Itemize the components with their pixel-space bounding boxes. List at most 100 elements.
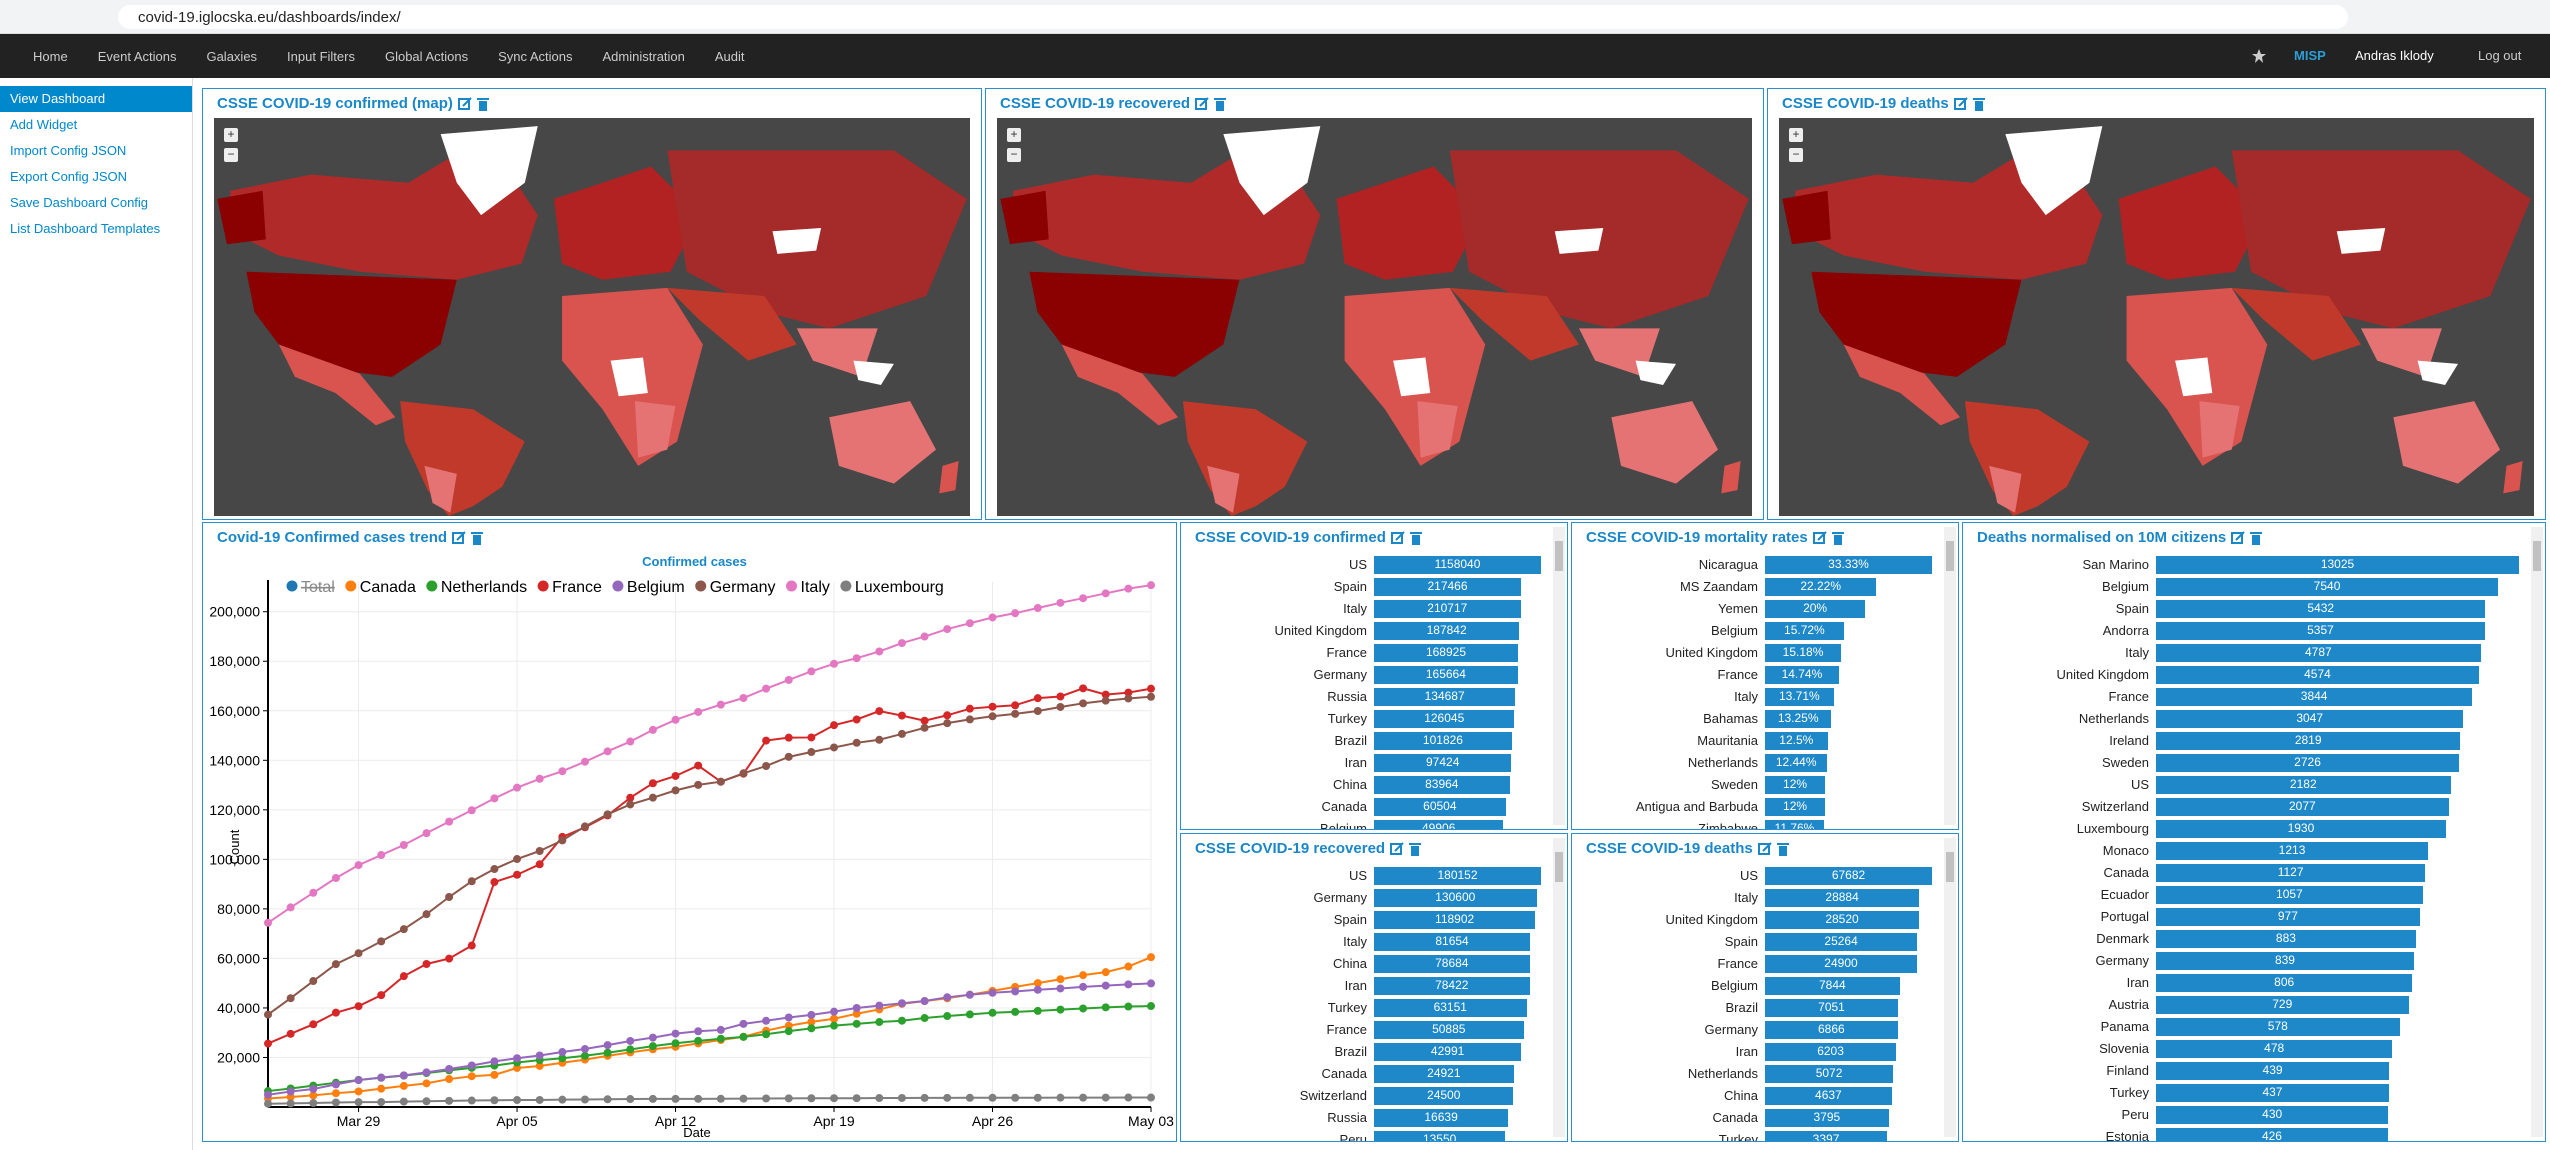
data-point[interactable] xyxy=(988,1008,997,1017)
bar[interactable] xyxy=(2156,732,2461,750)
legend-label[interactable]: Luxembourg xyxy=(855,579,944,596)
data-point[interactable] xyxy=(264,1039,272,1048)
data-point[interactable] xyxy=(648,725,657,734)
data-point[interactable] xyxy=(331,1008,340,1017)
data-point[interactable] xyxy=(1011,609,1020,618)
data-point[interactable] xyxy=(1147,979,1155,988)
data-point[interactable] xyxy=(1147,684,1155,693)
bar[interactable] xyxy=(1374,889,1537,907)
bar[interactable] xyxy=(1374,867,1541,885)
zoom-out[interactable]: − xyxy=(1007,148,1021,162)
data-point[interactable] xyxy=(1101,968,1110,977)
data-point[interactable] xyxy=(648,1094,657,1103)
legend-label[interactable]: Germany xyxy=(710,579,776,596)
bar[interactable] xyxy=(2156,798,2449,816)
data-point[interactable] xyxy=(716,1025,725,1034)
data-point[interactable] xyxy=(1124,1002,1133,1011)
data-point[interactable] xyxy=(920,632,929,641)
data-point[interactable] xyxy=(920,997,929,1006)
data-point[interactable] xyxy=(671,1094,680,1103)
bar[interactable] xyxy=(1374,1087,1514,1105)
bar[interactable] xyxy=(1765,977,1900,995)
data-point[interactable] xyxy=(445,954,454,963)
data-point[interactable] xyxy=(286,1087,295,1096)
data-point[interactable] xyxy=(648,1033,657,1042)
data-point[interactable] xyxy=(309,977,318,986)
data-point[interactable] xyxy=(331,1080,340,1089)
nav-item[interactable]: Global Actions xyxy=(384,48,469,64)
data-point[interactable] xyxy=(784,733,793,742)
data-point[interactable] xyxy=(830,743,839,752)
edit-icon[interactable] xyxy=(1195,96,1209,111)
data-point[interactable] xyxy=(1056,984,1065,993)
data-point[interactable] xyxy=(852,1094,861,1103)
data-point[interactable] xyxy=(1124,980,1133,989)
data-point[interactable] xyxy=(490,1057,499,1066)
data-point[interactable] xyxy=(852,738,861,747)
data-point[interactable] xyxy=(830,1021,839,1030)
data-point[interactable] xyxy=(943,993,952,1002)
data-point[interactable] xyxy=(807,733,816,742)
data-point[interactable] xyxy=(875,707,884,716)
bar[interactable] xyxy=(1765,1087,1892,1105)
data-point[interactable] xyxy=(354,861,363,870)
data-point[interactable] xyxy=(648,793,657,802)
data-point[interactable] xyxy=(309,1020,318,1029)
nav-item[interactable]: Administration xyxy=(602,48,685,64)
data-point[interactable] xyxy=(648,1042,657,1051)
data-point[interactable] xyxy=(1079,1093,1088,1102)
data-point[interactable] xyxy=(286,1029,295,1038)
data-point[interactable] xyxy=(875,1001,884,1010)
data-point[interactable] xyxy=(354,1002,363,1011)
data-point[interactable] xyxy=(490,1096,499,1105)
data-point[interactable] xyxy=(1124,1093,1133,1102)
bar[interactable] xyxy=(1374,999,1527,1017)
data-point[interactable] xyxy=(513,1096,522,1105)
data-point[interactable] xyxy=(762,1094,771,1103)
data-point[interactable] xyxy=(875,1094,884,1103)
data-point[interactable] xyxy=(264,1099,272,1108)
data-point[interactable] xyxy=(762,736,771,745)
nav-item[interactable]: Galaxies xyxy=(206,48,258,64)
scroll-thumb[interactable] xyxy=(1555,852,1563,882)
legend-label[interactable]: France xyxy=(552,579,602,596)
data-point[interactable] xyxy=(422,910,431,919)
bar[interactable] xyxy=(1765,688,1834,706)
data-point[interactable] xyxy=(558,1054,567,1063)
legend-marker[interactable] xyxy=(840,580,852,592)
data-point[interactable] xyxy=(1033,985,1042,994)
user[interactable]: Andras Iklody xyxy=(2355,48,2434,63)
data-point[interactable] xyxy=(603,1095,612,1104)
bar[interactable] xyxy=(1374,578,1521,596)
data-point[interactable] xyxy=(1124,584,1133,593)
bar[interactable] xyxy=(2156,1018,2400,1036)
data-point[interactable] xyxy=(445,893,454,902)
data-point[interactable] xyxy=(1147,692,1155,701)
scrollbar[interactable] xyxy=(1944,838,1956,1137)
data-point[interactable] xyxy=(852,1003,861,1012)
data-point[interactable] xyxy=(490,794,499,803)
data-point[interactable] xyxy=(943,719,952,728)
data-point[interactable] xyxy=(1056,702,1065,711)
bar[interactable] xyxy=(2156,864,2426,882)
bar[interactable] xyxy=(1765,776,1826,794)
data-point[interactable] xyxy=(309,1099,318,1108)
legend-marker[interactable] xyxy=(695,580,707,592)
data-point[interactable] xyxy=(988,988,997,997)
zoom-in[interactable]: + xyxy=(1789,128,1803,142)
data-point[interactable] xyxy=(580,1095,589,1104)
bar[interactable] xyxy=(2156,666,2479,684)
scroll-thumb[interactable] xyxy=(1946,541,1954,571)
data-point[interactable] xyxy=(354,1076,363,1085)
bar[interactable] xyxy=(1374,798,1506,816)
bar[interactable] xyxy=(2156,1128,2388,1141)
data-point[interactable] xyxy=(1033,979,1042,988)
bar[interactable] xyxy=(1765,1043,1897,1061)
data-point[interactable] xyxy=(1056,1093,1065,1102)
data-point[interactable] xyxy=(1147,1093,1155,1102)
scrollbar[interactable] xyxy=(1553,527,1565,825)
edit-icon[interactable] xyxy=(1390,841,1404,856)
delete-icon[interactable] xyxy=(1409,842,1422,856)
bar[interactable] xyxy=(1374,1109,1509,1127)
data-point[interactable] xyxy=(558,1095,567,1104)
